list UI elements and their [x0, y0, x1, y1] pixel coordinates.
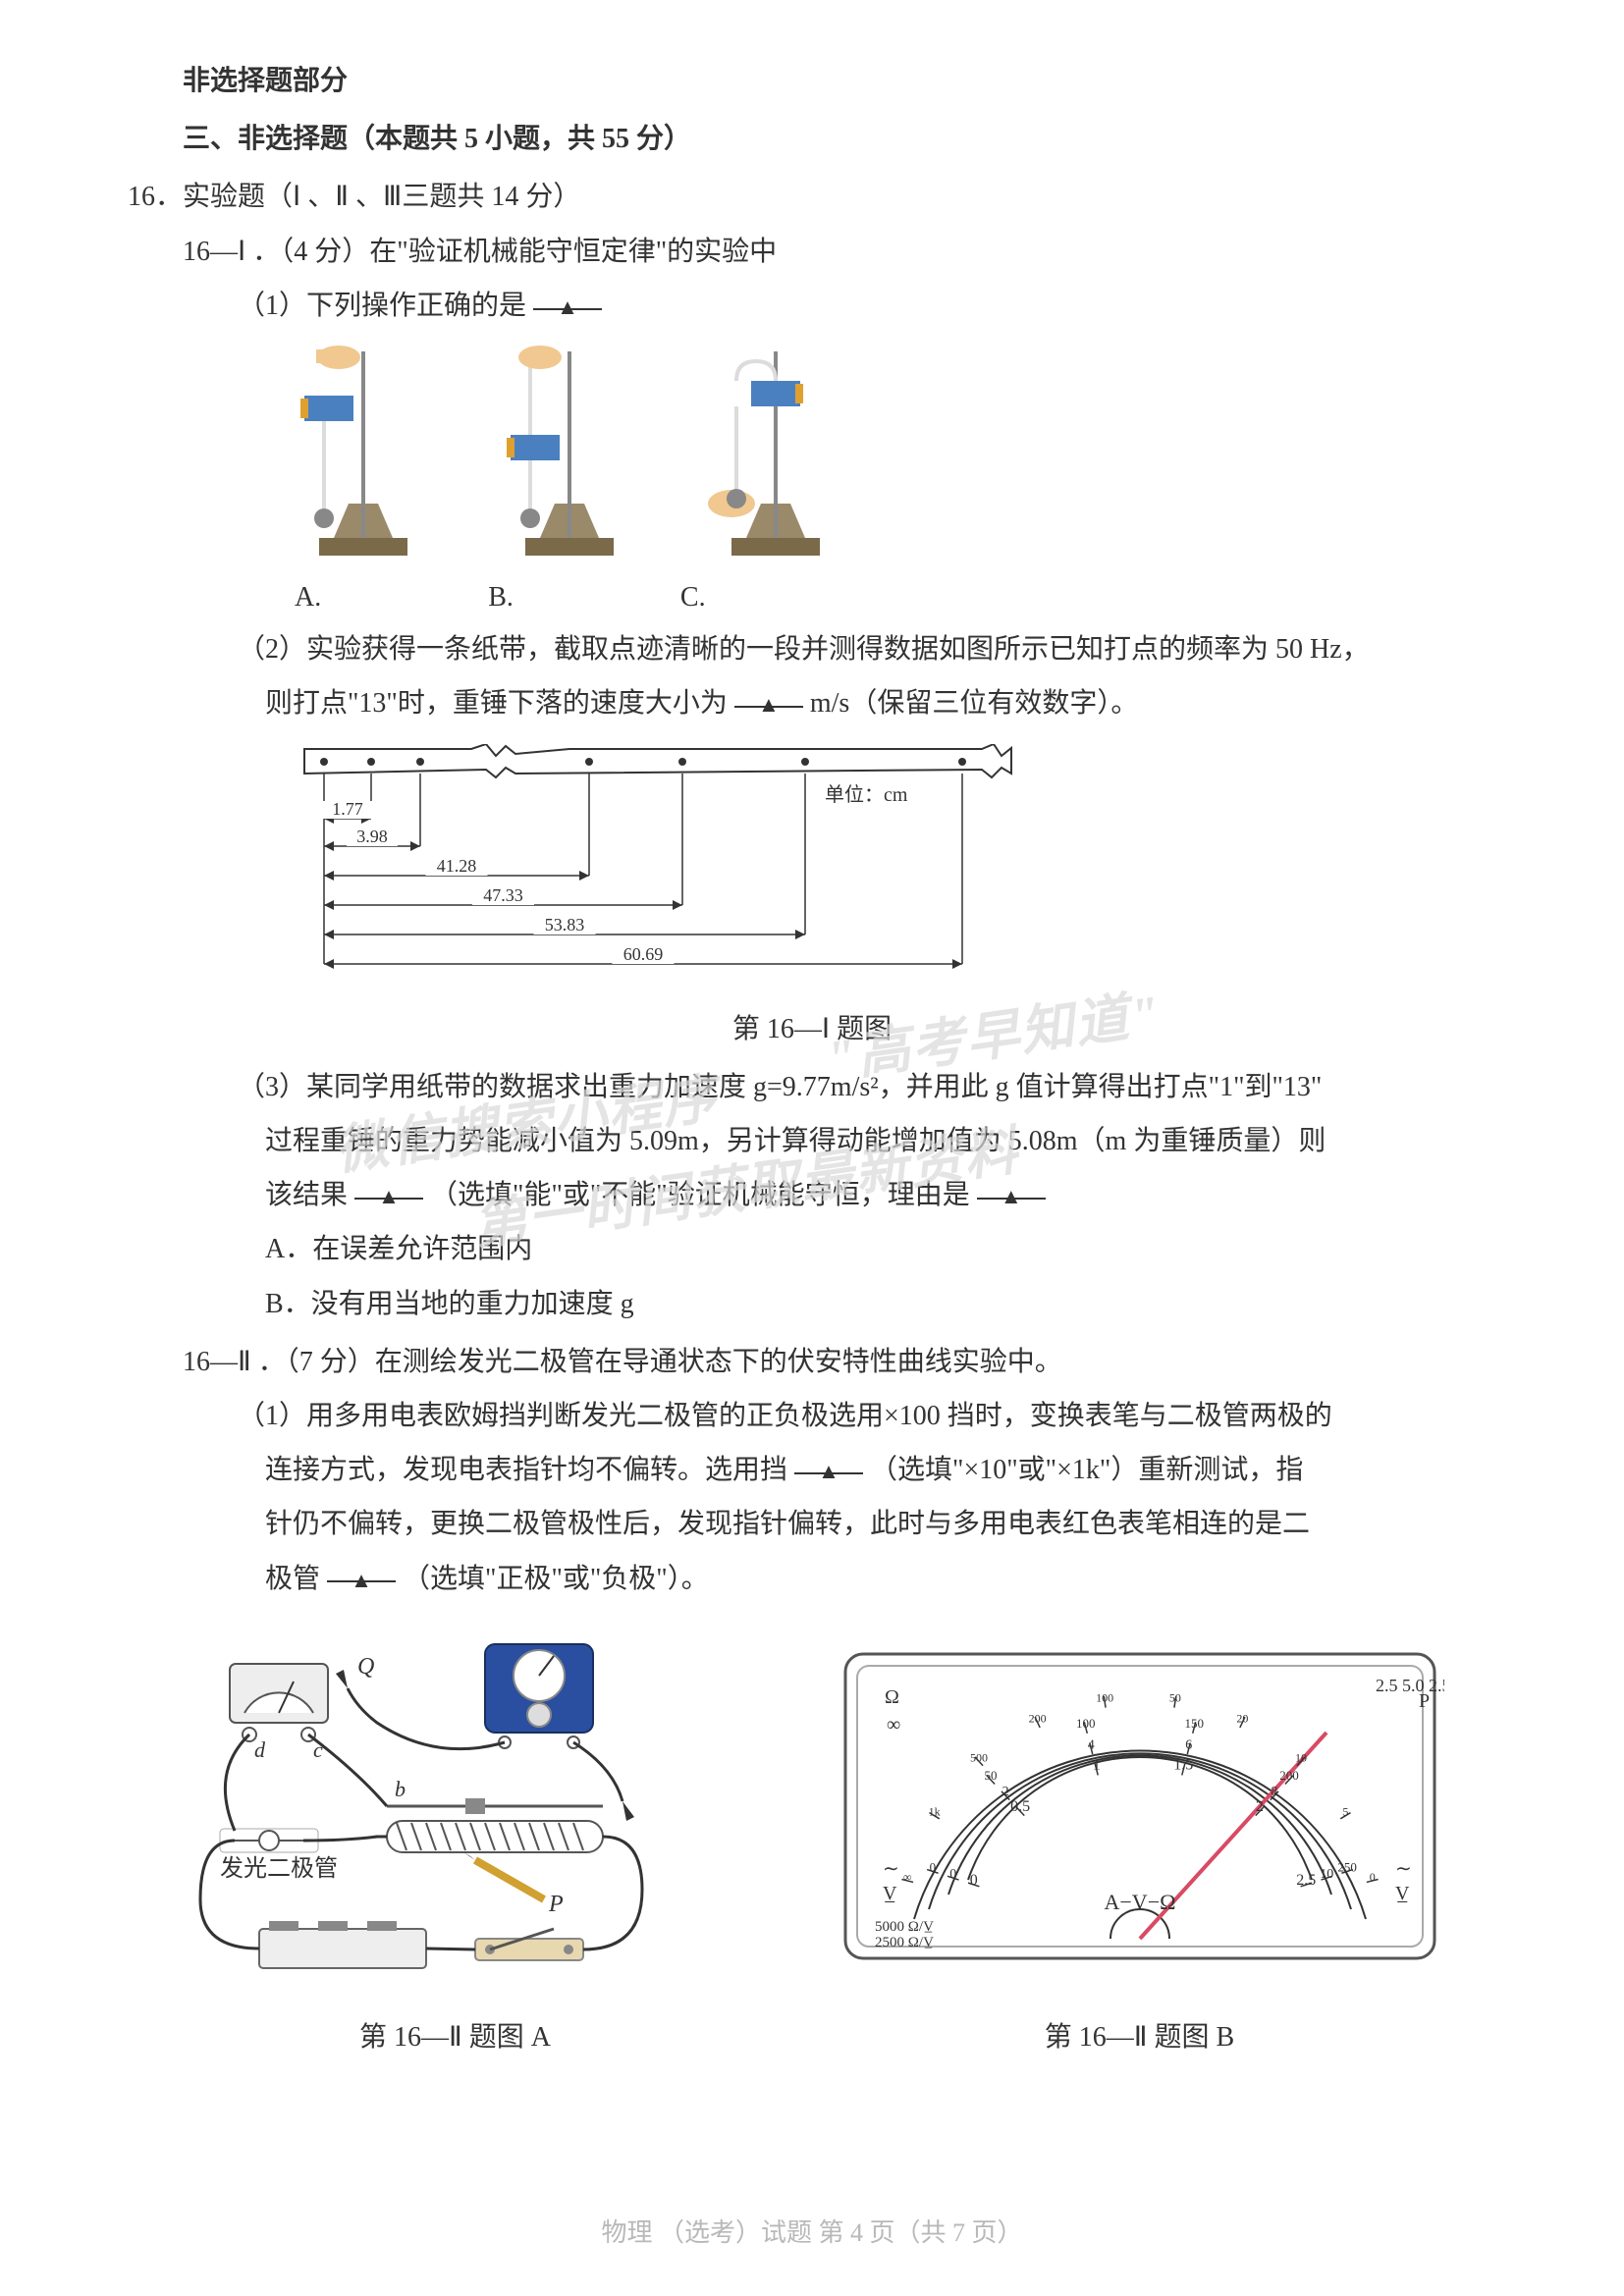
q16-stem: 16．实验题（Ⅰ 、Ⅱ 、Ⅲ三题共 14 分）	[128, 171, 1496, 223]
svg-text:11: 11	[581, 744, 597, 748]
svg-text:0.5: 0.5	[1010, 1798, 1030, 1815]
svg-text:14: 14	[954, 744, 972, 748]
stand-c	[677, 342, 854, 567]
svg-text:1.77: 1.77	[332, 799, 363, 819]
bottom-figures: d c Q	[128, 1634, 1496, 2063]
q16-1-3-b: （选填"能"或"不能"验证机械能守恒，理由是	[430, 1180, 970, 1210]
q16-1-3-optA: A．在误差允许范围内	[128, 1223, 1496, 1275]
q16-1-1-pre: （1）下列操作正确的是	[238, 291, 526, 321]
svg-text:b: b	[395, 1777, 406, 1801]
fig-a-caption: 第 16—Ⅱ 题图 A	[181, 2011, 731, 2063]
svg-text:Ω: Ω	[885, 1686, 899, 1708]
svg-text:41.28: 41.28	[437, 856, 477, 876]
fig-a-wrap: d c Q	[181, 1634, 731, 2063]
q16-2-1-l3: 针仍不偏转，更换二极管极性后，发现指针偏转，此时与多用电表红色表笔相连的是二	[128, 1498, 1496, 1550]
svg-text:2.5 5.0 2.5: 2.5 5.0 2.5	[1376, 1676, 1444, 1695]
svg-text:单位：cm: 单位：cm	[825, 783, 908, 806]
q16-1-fig-labels: A. B. C.	[295, 571, 1496, 623]
svg-text:V̲: V̲	[883, 1883, 897, 1904]
part-title: 非选择题部分	[128, 55, 1496, 107]
section-title: 三、非选择题（本题共 5 小题，共 55 分）	[128, 113, 1496, 165]
q16-1-2-a: 则打点"13"时，重锤下落的速度大小为	[265, 688, 728, 719]
blank-1	[533, 280, 602, 310]
svg-text:2: 2	[416, 744, 425, 748]
meter-fig-b: A−V−Ω 2.5 5.0 2.5 P Ω ∞ ∼ V̲ ∼ V̲ 5000 Ω…	[836, 1644, 1444, 1988]
svg-text:5000 Ω/V̲: 5000 Ω/V̲	[875, 1919, 934, 1935]
svg-text:P: P	[548, 1892, 564, 1917]
svg-text:A−V−Ω: A−V−Ω	[1104, 1890, 1175, 1914]
fig-b-caption: 第 16—Ⅱ 题图 B	[836, 2011, 1444, 2063]
q16-2-1-l2a: 连接方式，发现电表指针均不偏转。选用挡	[265, 1455, 787, 1485]
tape-svg: 01211121314单位：cm 1.773.9841.2847.3353.83…	[295, 744, 1021, 980]
q16-1-3-l3: 该结果 （选填"能"或"不能"验证机械能守恒，理由是	[128, 1169, 1496, 1221]
svg-text:∼: ∼	[1395, 1858, 1412, 1880]
q16-2-1-l4: 极管 （选填"正极"或"负极"）。	[128, 1553, 1496, 1605]
q16-1-3-optB: B．没有用当地的重力加速度 g	[128, 1278, 1496, 1330]
svg-text:2: 2	[1255, 1798, 1263, 1815]
q16-2-1-l2b: （选填"×10"或"×1k"）重新测试，指	[870, 1455, 1303, 1485]
opt-c-label: C.	[680, 571, 706, 623]
circuit-fig-a: d c Q	[181, 1634, 731, 1988]
svg-text:47.33: 47.33	[483, 885, 523, 905]
blank-6	[327, 1553, 396, 1583]
blank-3	[354, 1169, 423, 1200]
q16-1-3-a: 该结果	[265, 1180, 348, 1210]
blank-5	[794, 1444, 863, 1474]
q16-1-figures	[265, 342, 1496, 567]
svg-text:P: P	[1419, 1690, 1430, 1712]
svg-text:0: 0	[320, 744, 329, 748]
svg-text:Q: Q	[357, 1654, 374, 1680]
svg-text:V̲: V̲	[1395, 1883, 1410, 1904]
opt-b-label: B.	[488, 571, 514, 623]
led-label: 发光二极管	[220, 1855, 338, 1882]
stand-b	[471, 342, 648, 567]
q16-1-2-l2: 则打点"13"时，重锤下落的速度大小为 m/s（保留三位有效数字）。	[128, 677, 1496, 729]
q16-2-1-l2: 连接方式，发现电表指针均不偏转。选用挡 （选填"×10"或"×1k"）重新测试，…	[128, 1444, 1496, 1496]
q16-2-1-l1: （1）用多用电表欧姆挡判断发光二极管的正负极选用×100 挡时，变换表笔与二极管…	[128, 1390, 1496, 1442]
svg-text:3.98: 3.98	[356, 827, 388, 846]
svg-text:∞: ∞	[887, 1714, 900, 1735]
q16-2-lead: 16—Ⅱ ．（7 分）在测绘发光二极管在导通状态下的伏安特性曲线实验中。	[128, 1336, 1496, 1388]
blank-2	[734, 677, 803, 708]
q16-1-2-l1: （2）实验获得一条纸带，截取点迹清晰的一段并测得数据如图所示已知打点的频率为 5…	[128, 623, 1496, 675]
svg-text:12: 12	[675, 744, 691, 748]
q16-1-lead: 16—Ⅰ ．（4 分）在"验证机械能守恒定律"的实验中	[128, 226, 1496, 278]
tape-figure: 01211121314单位：cm 1.773.9841.2847.3353.83…	[295, 744, 1496, 1055]
q16-1-1: （1）下列操作正确的是	[128, 280, 1496, 332]
blank-4	[977, 1169, 1046, 1200]
svg-text:53.83: 53.83	[545, 915, 585, 934]
svg-text:1k: 1k	[928, 1804, 940, 1818]
stand-a	[265, 342, 442, 567]
svg-text:2500 Ω/V̲: 2500 Ω/V̲	[875, 1935, 934, 1950]
svg-text:2.5: 2.5	[1296, 1872, 1316, 1889]
tape-caption: 第 16—Ⅰ 题图	[128, 1003, 1496, 1055]
svg-text:1: 1	[367, 744, 376, 748]
q16-2-1-l4b: （选填"正极"或"负极"）。	[403, 1564, 709, 1594]
svg-text:0: 0	[949, 1867, 956, 1882]
q16-2-1-l4a: 极管	[265, 1564, 320, 1594]
svg-text:13: 13	[797, 744, 814, 748]
q16-1-3-l2: 过程重锤的重力势能减小值为 5.09m，另计算得动能增加值为 5.08m（m 为…	[128, 1115, 1496, 1167]
fig-b-wrap: A−V−Ω 2.5 5.0 2.5 P Ω ∞ ∼ V̲ ∼ V̲ 5000 Ω…	[836, 1644, 1444, 2063]
svg-text:d: d	[254, 1737, 266, 1762]
opt-a-label: A.	[295, 571, 321, 623]
q16-1-2-b: m/s（保留三位有效数字）。	[810, 688, 1138, 719]
page-footer: 物理 （选考）试题 第 4 页（共 7 页）	[0, 2209, 1624, 2257]
svg-text:∼: ∼	[883, 1858, 899, 1880]
svg-text:60.69: 60.69	[623, 944, 664, 964]
q16-1-3-l1: （3）某同学用纸带的数据求出重力加速度 g=9.77m/s²，并用此 g 值计算…	[128, 1061, 1496, 1113]
